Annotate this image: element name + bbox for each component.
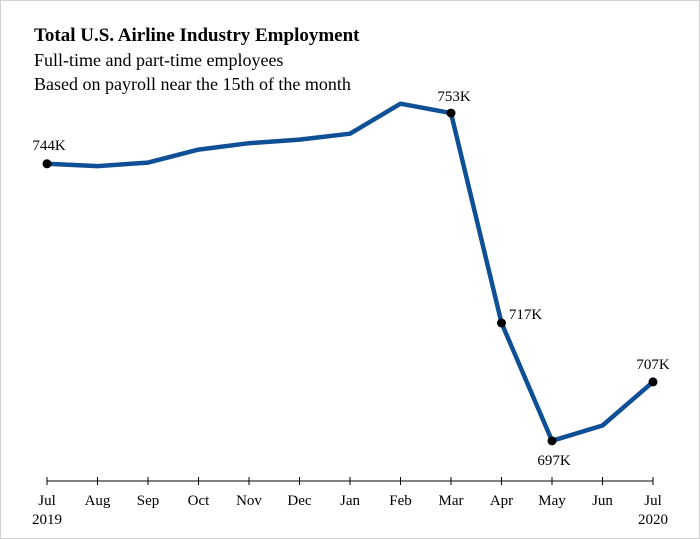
x-tick-label: Jul (644, 493, 662, 509)
data-label: 697K (537, 453, 571, 469)
data-label: 744K (32, 138, 66, 154)
series-line (44, 101, 656, 444)
x-year-label: 2019 (32, 512, 62, 528)
x-tick-label: Mar (439, 493, 464, 509)
x-tick-label: Jun (592, 493, 613, 509)
data-label: 717K (509, 307, 543, 323)
data-label: 707K (636, 357, 670, 373)
chart-subtitle-2: Based on payroll near the 15th of the mo… (34, 74, 351, 94)
data-point-marker (42, 159, 52, 169)
chart-title: Total U.S. Airline Industry Employment (34, 25, 360, 46)
data-point-marker (648, 377, 658, 387)
x-tick-label: Nov (236, 493, 262, 509)
data-point-marker (547, 436, 557, 446)
x-tick-label: Jul (38, 493, 56, 509)
x-tick-label: Aug (85, 493, 111, 509)
x-tick-label: May (538, 493, 566, 509)
x-tick-label: Dec (287, 493, 311, 509)
x-tick-label: Jan (340, 493, 360, 509)
chart-titles: Total U.S. Airline Industry Employment F… (34, 24, 360, 96)
x-tick-label: Feb (389, 493, 412, 509)
x-year-label: 2020 (638, 512, 668, 528)
chart-subtitle-1: Full-time and part-time employees (34, 50, 284, 70)
data-point-marker (497, 318, 506, 328)
data-point-marker (446, 108, 456, 118)
x-tick-label: Apr (490, 493, 513, 509)
x-tick-label: Sep (137, 493, 160, 509)
x-tick-label: Oct (188, 493, 210, 509)
data-label: 753K (437, 89, 471, 105)
